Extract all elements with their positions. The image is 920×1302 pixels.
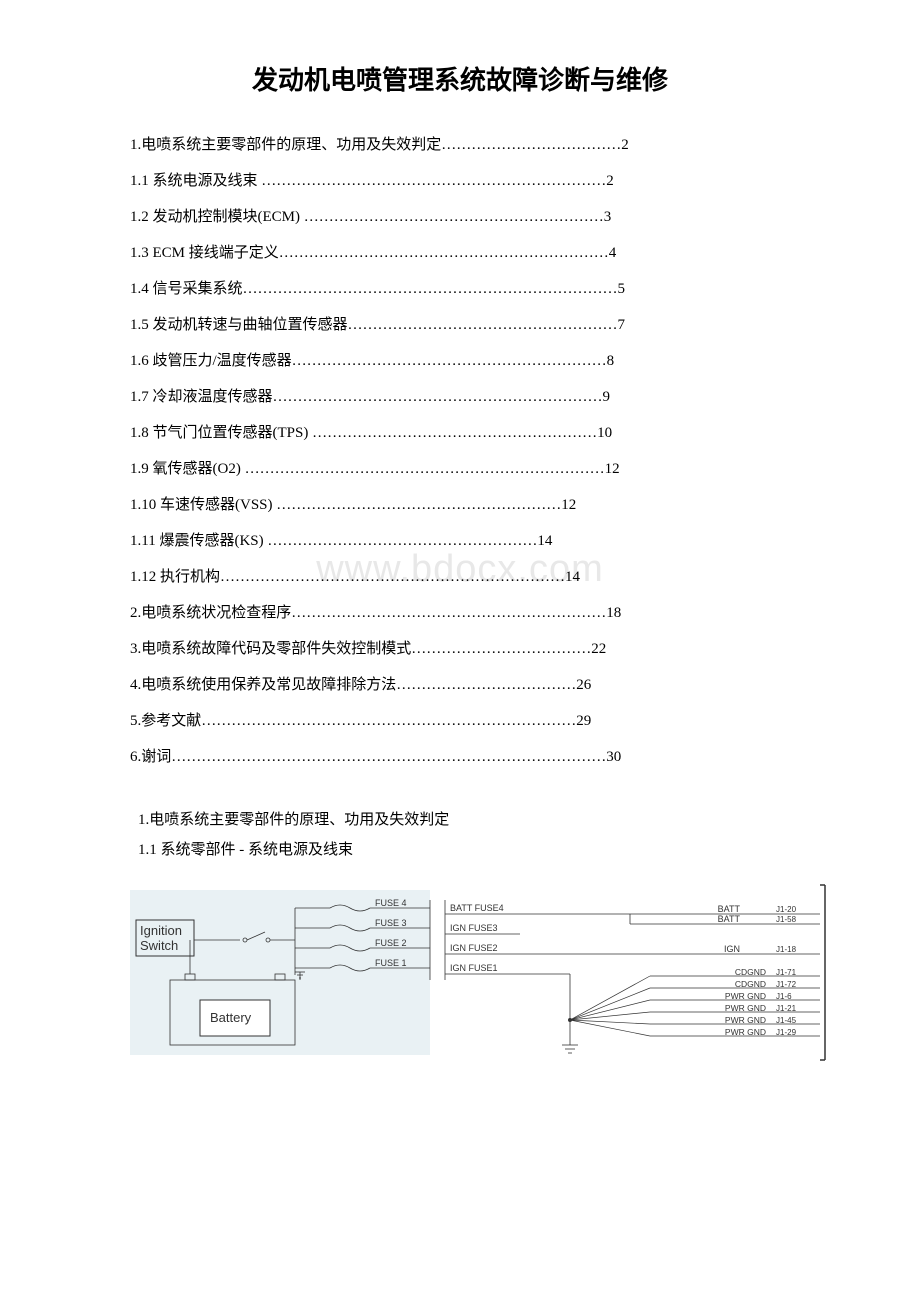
svg-text:FUSE 4: FUSE 4 (375, 898, 407, 908)
toc-item: 1.8 节气门位置传感器(TPS) …………………………………………………10 (130, 415, 790, 451)
svg-text:J1-45: J1-45 (776, 1016, 797, 1025)
svg-text:Battery: Battery (210, 1010, 252, 1025)
toc-item: 6.谢词……………………………………………………………………………30 (130, 739, 790, 775)
svg-text:J1-71: J1-71 (776, 968, 797, 977)
svg-text:CDGND: CDGND (735, 967, 766, 977)
table-of-contents: 1.电喷系统主要零部件的原理、功用及失效判定………………………………2 1.1 … (130, 127, 790, 775)
svg-text:J1-20: J1-20 (776, 905, 797, 914)
toc-item: 4.电喷系统使用保养及常见故障排除方法………………………………26 (130, 667, 790, 703)
svg-text:CDGND: CDGND (735, 979, 766, 989)
svg-text:BATT: BATT (718, 914, 741, 924)
toc-item: 1.9 氧传感器(O2) ………………………………………………………………12 (130, 451, 790, 487)
svg-text:J1-21: J1-21 (776, 1004, 797, 1013)
toc-item: 1.7 冷却液温度传感器…………………………………………………………9 (130, 379, 790, 415)
toc-item: 1.5 发动机转速与曲轴位置传感器………………………………………………7 (130, 307, 790, 343)
toc-item: 1.1 系统电源及线束 ……………………………………………………………2 (130, 163, 790, 199)
document-title: 发动机电喷管理系统故障诊断与维修 (130, 60, 790, 97)
svg-text:BATT FUSE4: BATT FUSE4 (450, 903, 504, 913)
svg-text:Switch: Switch (140, 938, 178, 953)
svg-text:BATT: BATT (718, 904, 741, 914)
toc-item: 1.6 歧管压力/温度传感器………………………………………………………8 (130, 343, 790, 379)
svg-text:PWR GND: PWR GND (725, 991, 766, 1001)
svg-text:PWR GND: PWR GND (725, 1027, 766, 1037)
svg-text:Ignition: Ignition (140, 923, 182, 938)
section-1-heading: 1.电喷系统主要零部件的原理、功用及失效判定 (138, 805, 790, 835)
svg-text:IGN FUSE1: IGN FUSE1 (450, 963, 498, 973)
toc-item: 1.3 ECM 接线端子定义…………………………………………………………4 (130, 235, 790, 271)
toc-item: 1.4 信号采集系统…………………………………………………………………5 (130, 271, 790, 307)
section-1-1-heading: 1.1 系统零部件 - 系统电源及线束 (138, 835, 790, 865)
svg-text:J1-6: J1-6 (776, 992, 792, 1001)
toc-item: 3.电喷系统故障代码及零部件失效控制模式………………………………22 (130, 631, 790, 667)
toc-item: 1.11 爆震传感器(KS) ………………………………………………14 (130, 523, 790, 559)
svg-text:FUSE 3: FUSE 3 (375, 918, 407, 928)
toc-item: 1.10 车速传感器(VSS) …………………………………………………12 (130, 487, 790, 523)
svg-text:PWR GND: PWR GND (725, 1003, 766, 1013)
svg-text:IGN FUSE3: IGN FUSE3 (450, 923, 498, 933)
toc-item: 1.电喷系统主要零部件的原理、功用及失效判定………………………………2 (130, 127, 790, 163)
wiring-diagram: IgnitionSwitch Battery FUSE 4 BATT FUSE4 FUS… (130, 880, 830, 1070)
svg-text:PWR GND: PWR GND (725, 1015, 766, 1025)
svg-text:IGN FUSE2: IGN FUSE2 (450, 943, 498, 953)
svg-text:J1-72: J1-72 (776, 980, 797, 989)
toc-item: 1.12 执行机构……………………………………………………………14 (130, 559, 790, 595)
toc-item: 5.参考文献…………………………………………………………………29 (130, 703, 790, 739)
svg-text:J1-29: J1-29 (776, 1028, 797, 1037)
svg-text:IGN: IGN (724, 944, 740, 954)
svg-text:J1-58: J1-58 (776, 915, 797, 924)
svg-text:FUSE 2: FUSE 2 (375, 938, 407, 948)
svg-text:FUSE 1: FUSE 1 (375, 958, 407, 968)
toc-item: 1.2 发动机控制模块(ECM) ……………………………………………………3 (130, 199, 790, 235)
svg-text:J1-18: J1-18 (776, 945, 797, 954)
toc-item: 2.电喷系统状况检查程序………………………………………………………18 (130, 595, 790, 631)
